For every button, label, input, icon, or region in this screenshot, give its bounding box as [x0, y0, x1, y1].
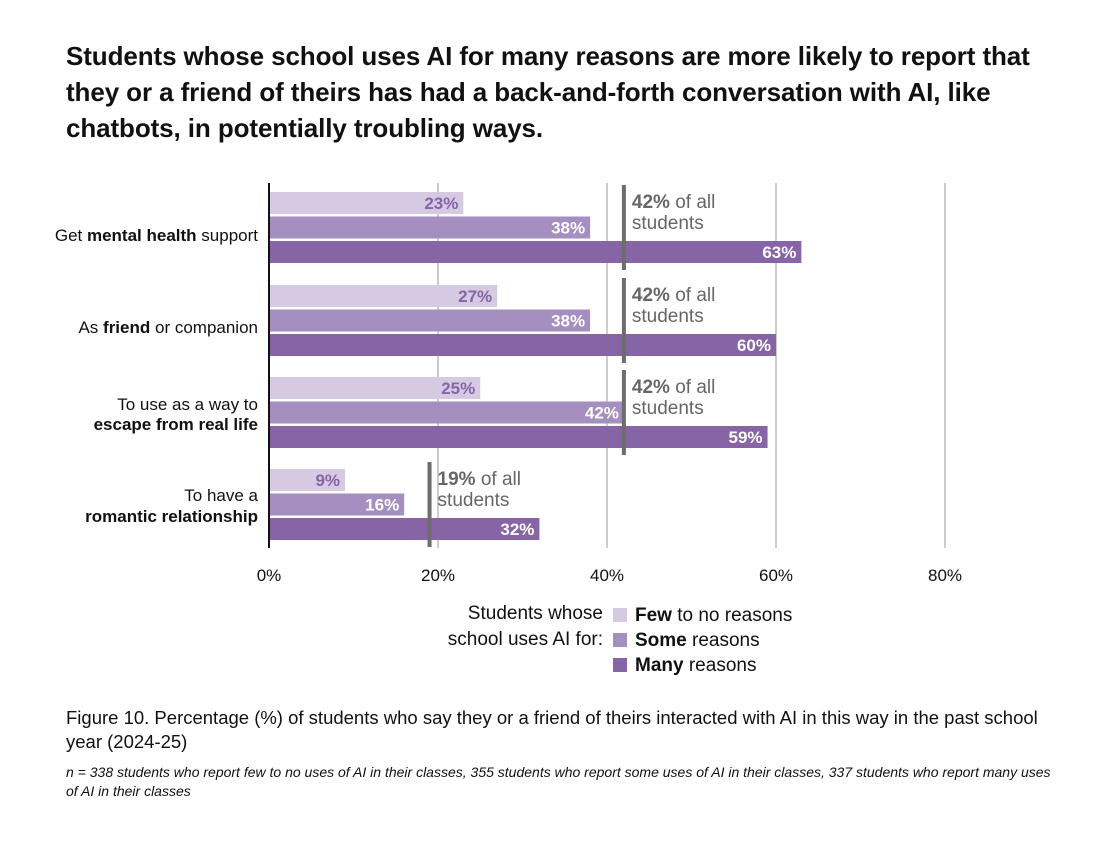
reference-label-line2-2: students — [632, 306, 704, 327]
value-label-3-2: 60% — [737, 336, 771, 355]
reference-label-line2-3: students — [632, 398, 704, 419]
bar-2-3 — [269, 401, 624, 424]
category-label-3-line2: escape from real life — [94, 415, 258, 434]
legend-label-3: Many reasons — [635, 655, 756, 676]
reference-label-1: 42% of all — [632, 192, 715, 213]
reference-label-3: 42% of all — [632, 377, 715, 398]
bar-3-4 — [269, 518, 540, 540]
value-label-1-3: 25% — [441, 379, 475, 398]
value-label-3-1: 63% — [762, 243, 796, 262]
bar-2-1 — [269, 216, 591, 239]
value-label-2-2: 38% — [551, 312, 585, 331]
bar-3-1 — [269, 241, 802, 263]
value-label-2-4: 16% — [365, 496, 399, 515]
x-tick-label-40: 40% — [590, 566, 624, 585]
x-tick-label-80: 80% — [928, 566, 962, 585]
category-label-4-line2: romantic relationship — [85, 507, 258, 526]
value-label-2-1: 38% — [551, 219, 585, 238]
bar-chart: 23% 27% 25% 9% 38% 38% 42% 16% 63% 60% 59% 32% 42% o… — [55, 183, 962, 676]
bar-1-1 — [269, 192, 464, 214]
x-tick-label-20: 20% — [421, 566, 455, 585]
reference-label-line2-4: students — [438, 490, 510, 511]
bar-3-2 — [269, 334, 776, 356]
chart-title: Students whose school uses AI for many r… — [66, 41, 1030, 143]
legend-swatch-2 — [613, 633, 627, 647]
figure-caption: Figure 10. Percentage (%) of students wh… — [66, 707, 1038, 752]
value-label-1-2: 27% — [458, 287, 492, 306]
category-label-4-line1: To have a — [184, 486, 258, 505]
legend-label-2: Some reasons — [635, 630, 760, 651]
x-tick-label-60: 60% — [759, 566, 793, 585]
value-label-1-1: 23% — [424, 194, 458, 213]
reference-label-line2-1: students — [632, 213, 704, 234]
value-label-2-3: 42% — [585, 404, 619, 423]
legend-title-line1: Students whose — [468, 603, 603, 624]
bar-1-3 — [269, 377, 481, 399]
value-label-1-4: 9% — [315, 471, 340, 490]
category-label-1: Get mental health support — [55, 226, 258, 245]
reference-label-2: 42% of all — [632, 285, 715, 306]
x-tick-label-0: 0% — [257, 566, 282, 585]
bar-1-2 — [269, 285, 498, 307]
legend-label-1: Few to no reasons — [635, 605, 792, 626]
category-label-2: As friend or companion — [78, 318, 258, 337]
legend-title-line2: school uses AI for: — [448, 629, 603, 650]
value-label-3-3: 59% — [729, 428, 763, 447]
bar-2-4 — [269, 493, 405, 516]
legend-swatch-1 — [613, 608, 627, 622]
reference-label-4: 19% of all — [438, 469, 521, 490]
sample-size-note: n = 338 students who report few to no us… — [66, 764, 1051, 799]
legend-swatch-3 — [613, 658, 627, 672]
bar-3-3 — [269, 426, 768, 448]
value-label-3-4: 32% — [500, 520, 534, 539]
category-label-3-line1: To use as a way to — [117, 395, 258, 414]
bar-2-2 — [269, 309, 591, 332]
bar-1-4 — [269, 469, 346, 491]
